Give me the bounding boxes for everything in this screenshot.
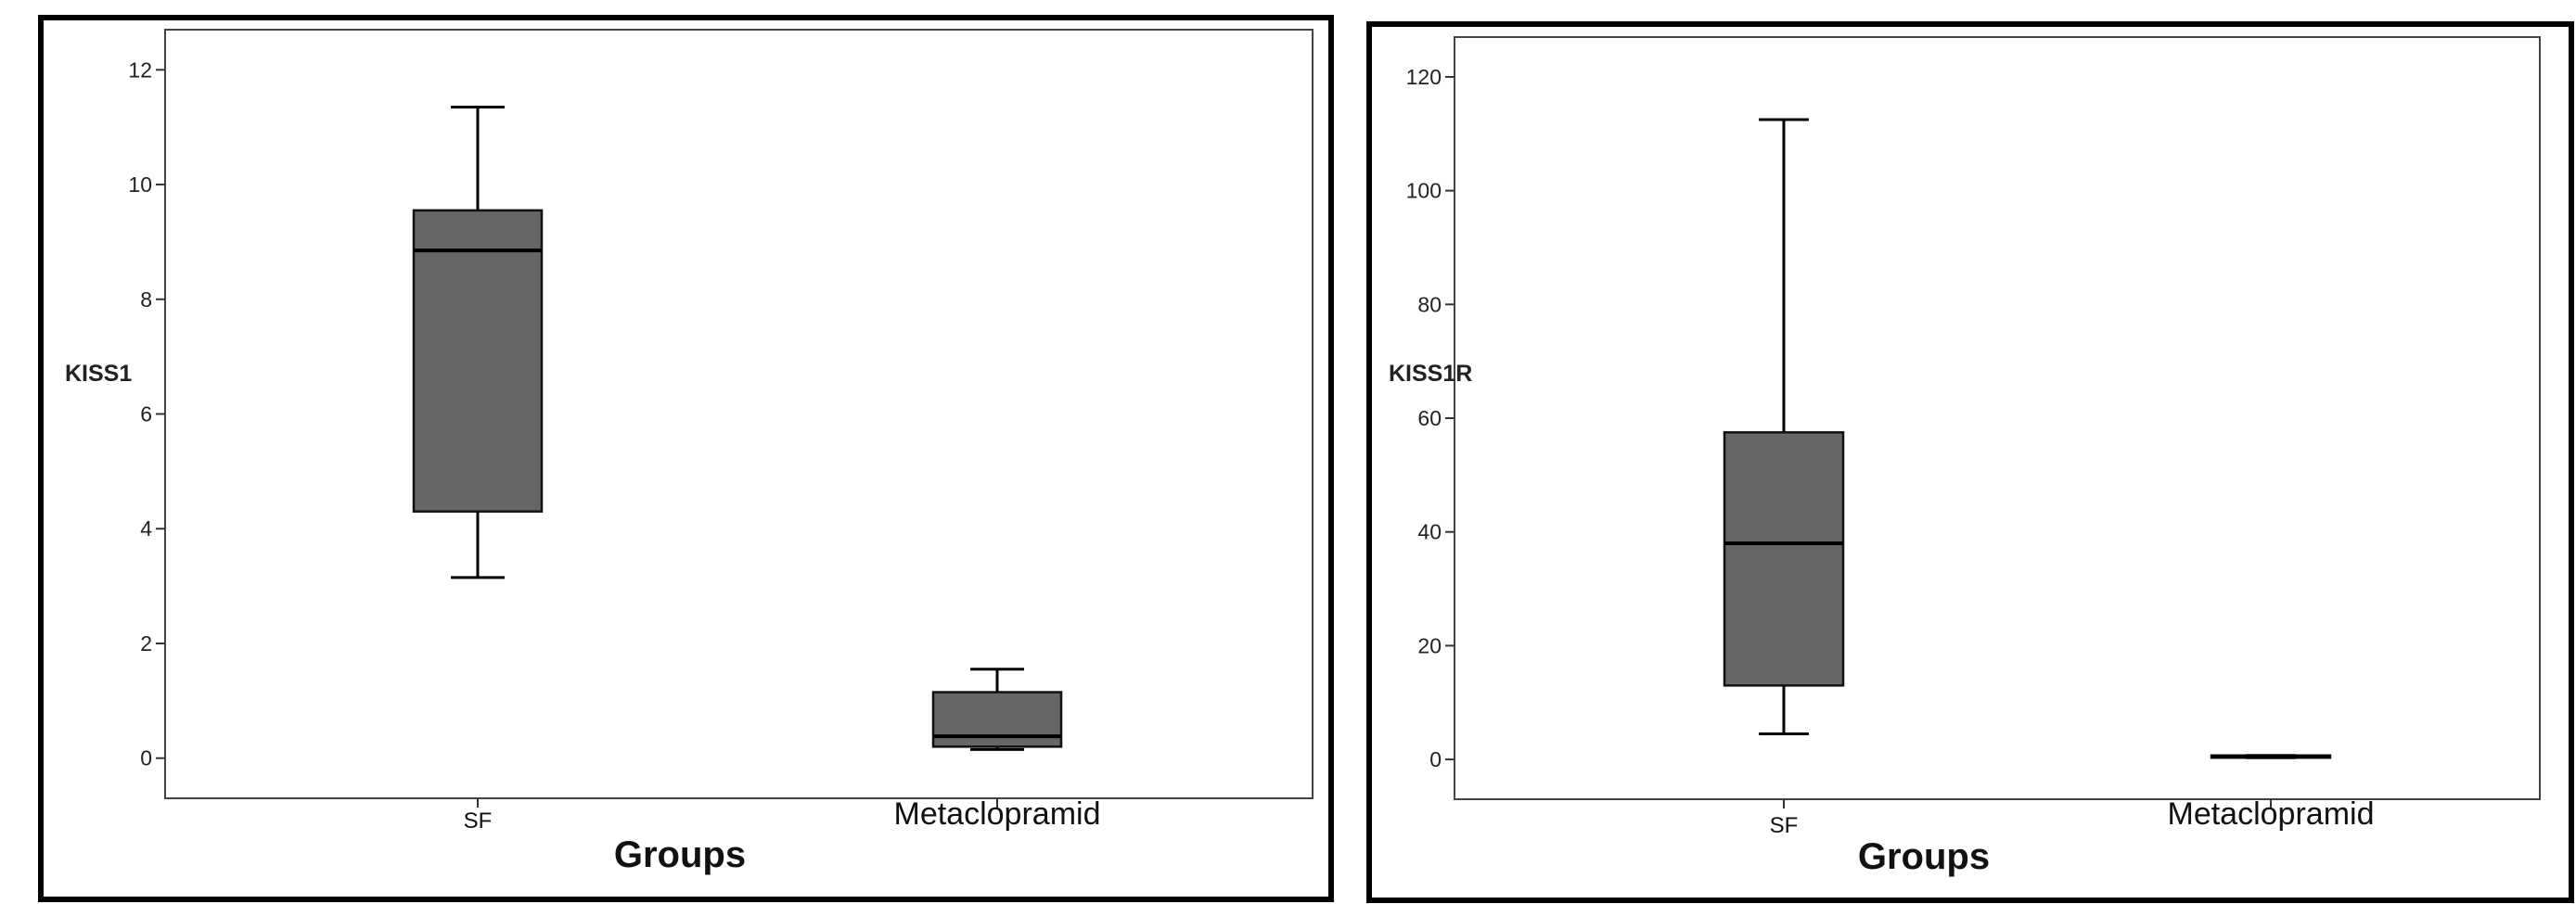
y-tick-label: 4 xyxy=(140,516,152,541)
box-iqr xyxy=(1723,431,1845,687)
x-category-label: Metaclopramid xyxy=(894,796,1101,832)
y-tick-label: 6 xyxy=(140,402,152,427)
x-category-label: Metaclopramid xyxy=(2168,796,2375,832)
box-metaclopramid xyxy=(931,668,1063,751)
y-tick-label: 100 xyxy=(1406,179,1442,203)
y-tick-label: 40 xyxy=(1417,520,1442,544)
y-axis-label: KISS1 xyxy=(65,361,132,387)
x-category-label: SF xyxy=(464,809,493,834)
y-tick-label: 8 xyxy=(140,287,152,312)
panel-2-frame xyxy=(1366,21,2574,903)
chart-panel-kiss1r: 0 20 40 60 80 100 120 KISS1R SF Metaclopramid Grou… xyxy=(1389,36,2541,877)
box-metaclopramid xyxy=(2210,754,2332,759)
box-iqr xyxy=(931,691,1063,748)
y-tick-label: 10 xyxy=(128,172,152,197)
y-tick-label: 60 xyxy=(1417,406,1442,430)
y-tick-label: 20 xyxy=(1417,633,1442,657)
y-tick-label: 0 xyxy=(1429,747,1442,771)
y-tick-label: 0 xyxy=(140,746,152,770)
x-category-label: SF xyxy=(1770,813,1799,838)
y-tick-label: 12 xyxy=(128,57,152,82)
chart-panel-kiss1: 0 2 4 6 8 10 12 KISS1 SF Metaclopramid Groups xyxy=(65,29,1314,875)
panel-1-frame xyxy=(38,15,1334,902)
box-iqr xyxy=(412,209,544,513)
y-tick-label: 80 xyxy=(1417,292,1442,316)
y-tick-label: 2 xyxy=(140,631,152,656)
y-tick-label: 120 xyxy=(1406,65,1442,89)
x-axis-label: Groups xyxy=(1858,836,1990,877)
y-axis-label: KISS1R xyxy=(1389,361,1472,387)
box-sf xyxy=(412,106,544,579)
box-sf xyxy=(1723,118,1845,735)
x-axis-label: Groups xyxy=(614,834,746,875)
